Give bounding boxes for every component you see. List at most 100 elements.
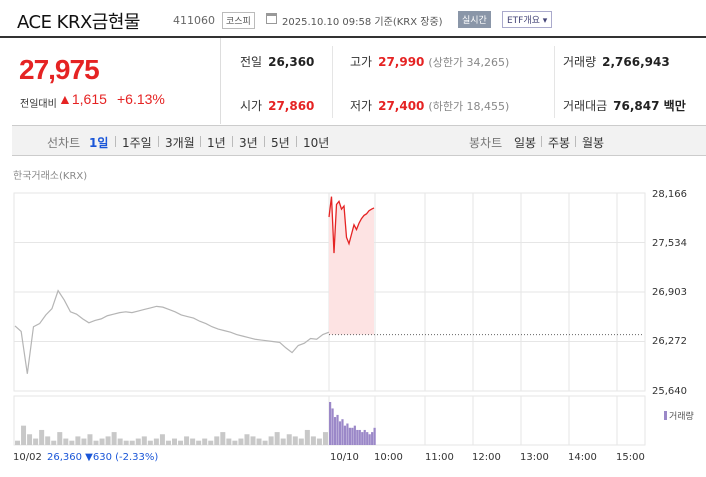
volume-legend-label: 거래량 [669, 412, 694, 422]
line-chart-label: 선차트 [47, 136, 81, 150]
volume-bar [351, 427, 354, 445]
prev-day-info: 26,360 ▼630 (-2.33%) [47, 452, 159, 463]
volume-bar [172, 438, 177, 445]
volume-bar [322, 432, 328, 445]
volume-bar [274, 432, 280, 445]
tab-10year[interactable]: 10년 [303, 136, 330, 150]
y-tick-label: 28,166 [652, 189, 687, 200]
volume-bar [93, 440, 99, 445]
volume-bar [373, 427, 376, 445]
page-title: ACE KRX금현물 [17, 12, 140, 33]
diff-label: 전일대비 [20, 99, 57, 110]
volume-bar [75, 436, 81, 445]
stat-value: 26,360 [268, 55, 315, 69]
x-tick-label: 14:00 [568, 452, 597, 463]
volume-bar [316, 438, 322, 445]
volume-bar [63, 438, 69, 445]
market-badge: 코스피 [222, 12, 255, 29]
volume-bar [358, 429, 361, 445]
volume-bar [338, 421, 342, 445]
stat-label: 고가 [350, 55, 373, 69]
volume-bar [39, 429, 45, 445]
volume-bar [202, 438, 208, 445]
volume-bar [220, 432, 226, 445]
volume-bar [346, 423, 349, 445]
volume-bar [33, 438, 39, 445]
x-tick-label: 15:00 [616, 452, 645, 463]
series-area-today [329, 196, 374, 335]
volume-bar [208, 440, 214, 445]
ticker-code: 411060 [173, 14, 215, 27]
volume-bar [45, 436, 51, 445]
volume-bar [348, 427, 351, 445]
volume-bar [153, 438, 159, 445]
volume-bar [238, 438, 244, 445]
volume-bar [129, 440, 135, 445]
tab-weekly-candle[interactable]: 주봉 [548, 136, 571, 150]
tab-daily-candle[interactable]: 일봉 [514, 136, 537, 150]
volume-bar [27, 434, 33, 445]
series-line-today [328, 196, 375, 254]
tab-3month[interactable]: 3개월 [165, 136, 195, 150]
x-tick-label: 12:00 [472, 452, 501, 463]
volume-bar [196, 440, 202, 445]
stat-high: 고가 27,990 (상한가 34,265) [350, 53, 509, 70]
tab-1year[interactable]: 1년 [207, 136, 226, 150]
x-tick-label: 11:00 [425, 452, 454, 463]
tab-1week[interactable]: 1주일 [122, 136, 152, 150]
tab-separator [158, 136, 159, 147]
current-price: 27,975 [19, 54, 100, 85]
price-chart[interactable] [12, 180, 706, 450]
volume-bar [81, 438, 87, 445]
volume-bar [69, 440, 75, 445]
tab-separator [541, 136, 542, 147]
volume-bar [356, 429, 359, 445]
y-tick-label: 26,272 [652, 336, 687, 347]
stat-volume: 거래량 2,766,943 [563, 53, 670, 70]
stat-label: 거래량 [563, 55, 597, 69]
volume-bar [371, 432, 374, 445]
volume-bar [333, 417, 337, 445]
today-date-label: 10/10 [330, 452, 359, 463]
volume-bar [244, 434, 250, 445]
volume-bar [268, 436, 274, 445]
timestamp: 2025.10.10 09:58 기준(KRX 장중) [282, 17, 443, 28]
volume-bar [250, 436, 256, 445]
header: ACE KRX금현물 411060 코스피 2025.10.10 09:58 기… [0, 0, 706, 38]
volume-bar [256, 438, 262, 445]
tab-1day[interactable]: 1일 [89, 136, 109, 150]
price-box: 27,975 전일대비 ▲1,615 +6.13% [12, 38, 221, 124]
volume-bar [105, 436, 111, 445]
tab-5year[interactable]: 5년 [271, 136, 290, 150]
stat-value: 27,400 [378, 99, 425, 113]
volume-bar [298, 438, 304, 445]
tab-separator [575, 136, 576, 147]
volume-bar [147, 440, 153, 445]
volume-bar [368, 434, 371, 445]
volume-bar [361, 432, 364, 445]
series-line-prev [14, 289, 330, 374]
tab-separator [264, 136, 265, 147]
volume-bar [329, 402, 332, 445]
volume-bar [178, 440, 184, 445]
stat-label: 전일 [240, 55, 263, 69]
realtime-button[interactable]: 실시간 [458, 11, 491, 28]
volume-bar [304, 429, 310, 445]
volume-bar [99, 438, 105, 445]
volume-bar [141, 436, 147, 445]
stat-label: 시가 [240, 99, 263, 113]
stat-sub: (하한가 18,455) [428, 100, 510, 113]
tab-3year[interactable]: 3년 [239, 136, 258, 150]
x-tick-label: 10:00 [374, 452, 403, 463]
divider [332, 46, 333, 118]
y-tick-label: 27,534 [652, 238, 687, 249]
start-date-label: 10/02 [13, 452, 42, 463]
stat-open: 시가 27,860 [240, 97, 314, 114]
volume-bar [280, 438, 286, 445]
volume-bar [343, 425, 347, 445]
tab-monthly-candle[interactable]: 월봉 [582, 136, 605, 150]
volume-bar [159, 434, 165, 445]
stats-panel: 전일 26,360 시가 27,860 고가 27,990 (상한가 34,265) 저… [222, 38, 706, 124]
volume-bar [21, 425, 27, 445]
etf-overview-dropdown[interactable]: ETF개요 ▾ [502, 11, 553, 28]
